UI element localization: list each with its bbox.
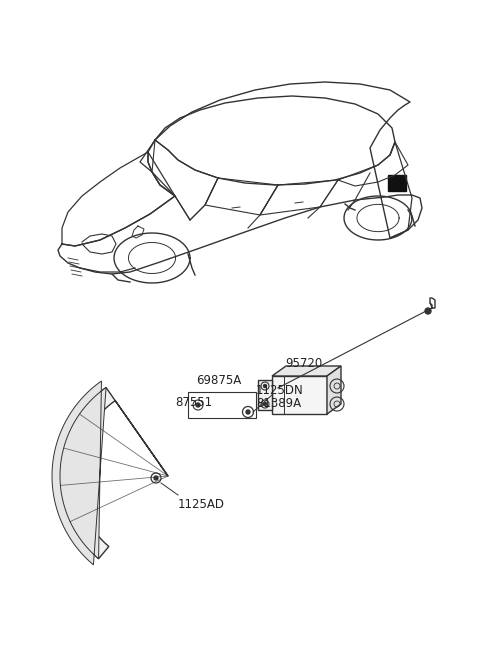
Circle shape [154, 476, 158, 480]
Text: 1125AD: 1125AD [178, 498, 225, 511]
Circle shape [264, 384, 266, 388]
Text: 69875A: 69875A [196, 374, 241, 387]
Circle shape [246, 410, 250, 414]
Bar [188, 392, 256, 418]
Polygon shape [60, 388, 168, 559]
Text: 1125DN: 1125DN [256, 384, 304, 397]
Text: 81389A: 81389A [256, 397, 301, 410]
Text: 87551: 87551 [175, 396, 212, 409]
Polygon shape [272, 366, 341, 376]
Polygon shape [52, 381, 106, 565]
Polygon shape [327, 366, 341, 414]
Circle shape [264, 403, 266, 405]
Text: 95720: 95720 [285, 357, 322, 370]
Polygon shape [272, 376, 327, 414]
Polygon shape [258, 380, 272, 410]
Circle shape [196, 403, 200, 407]
Polygon shape [388, 175, 406, 191]
Circle shape [425, 308, 431, 314]
